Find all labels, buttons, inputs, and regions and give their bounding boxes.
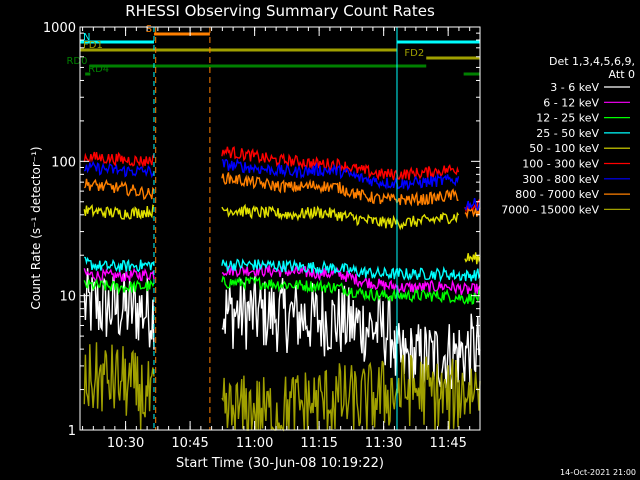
flag-label-n: N (83, 32, 90, 43)
y-tick-label: 1 (68, 424, 76, 439)
series-800-7000-keV-segment-2 (221, 172, 459, 207)
series-50-100-keV-segment-3 (464, 252, 481, 265)
detector-info-line2: Att 0 (609, 68, 635, 81)
series-800-7000-keV-segment-1 (83, 178, 155, 201)
y-axis-label: Count Rate (s⁻¹ detector⁻¹) (29, 146, 43, 309)
series-800-7000-keV-segment-3 (464, 207, 481, 220)
x-tick-label: 11:45 (429, 436, 466, 451)
x-tick-label: 10:30 (107, 436, 144, 451)
detector-info-line1: Det 1,3,4,5,6,9, (549, 55, 635, 68)
series-25-50-keV-segment-1 (84, 256, 155, 273)
timestamp: 14-Oct-2021 21:00 (560, 468, 636, 477)
axes: 1 10 100 1000 10:30 10:45 11:00 11:15 11:30 11:45 (43, 21, 481, 451)
legend-label: 100 - 300 keV (522, 158, 599, 171)
y-tick-label: 10 (59, 290, 76, 305)
flag-label-rd0: RD0 (66, 56, 87, 67)
series-7000-15000-keV-segment-1 (83, 342, 155, 431)
x-tick-label: 11:30 (365, 436, 402, 451)
legend-label: 6 - 12 keV (543, 96, 599, 109)
series-3-6-keV-segment-1 (83, 268, 155, 350)
series-300-800-keV-segment-1 (83, 160, 155, 179)
legend-label: 50 - 100 keV (529, 142, 599, 155)
x-tick-label: 11:15 (300, 436, 337, 451)
chart-title: RHESSI Observing Summary Count Rates (125, 2, 435, 20)
legend-label: 7000 - 15000 keV (501, 203, 599, 216)
legend-label: 25 - 50 keV (536, 127, 599, 140)
plot-frame (79, 26, 481, 431)
series-12-25-keV-segment-2 (221, 275, 481, 305)
series-3-6-keV-segment-2 (221, 276, 395, 368)
flag-label-s: S (146, 24, 152, 35)
series-7000-15000-keV-segment-2 (221, 354, 481, 432)
flag-label-rd4: RD4 (88, 64, 109, 75)
series-3-6-keV-segment-3 (393, 313, 481, 395)
series-300-800-keV-segment-3 (464, 197, 481, 211)
series-100-300-keV-segment-1 (83, 151, 155, 169)
series-25-50-keV-segment-2 (221, 258, 481, 283)
legend-label: 300 - 800 keV (522, 173, 599, 186)
y-tick-label: 1000 (43, 21, 76, 36)
series-50-100-keV-segment-2 (221, 203, 460, 231)
flag-label-fd1: FD1 (83, 40, 103, 51)
series-6-12-keV-segment-2 (221, 263, 481, 296)
x-axis-label: Start Time (30-Jun-08 10:19:22) (176, 456, 384, 471)
series-300-800-keV-segment-2 (221, 157, 460, 191)
x-tick-label: 11:00 (236, 436, 273, 451)
series-12-25-keV-segment-1 (83, 277, 155, 296)
flag-label-fd2: FD2 (404, 48, 424, 59)
legend-label: 800 - 7000 keV (515, 188, 599, 201)
x-tick-label: 10:45 (171, 436, 208, 451)
legend-label: 3 - 6 keV (550, 81, 599, 94)
data-series (83, 146, 481, 432)
series-50-100-keV-segment-1 (83, 204, 155, 220)
legend-label: 12 - 25 keV (536, 112, 599, 125)
y-tick-label: 100 (51, 155, 76, 170)
legend: 3 - 6 keV 6 - 12 keV 12 - 25 keV 25 - 50 ke… (501, 81, 630, 216)
